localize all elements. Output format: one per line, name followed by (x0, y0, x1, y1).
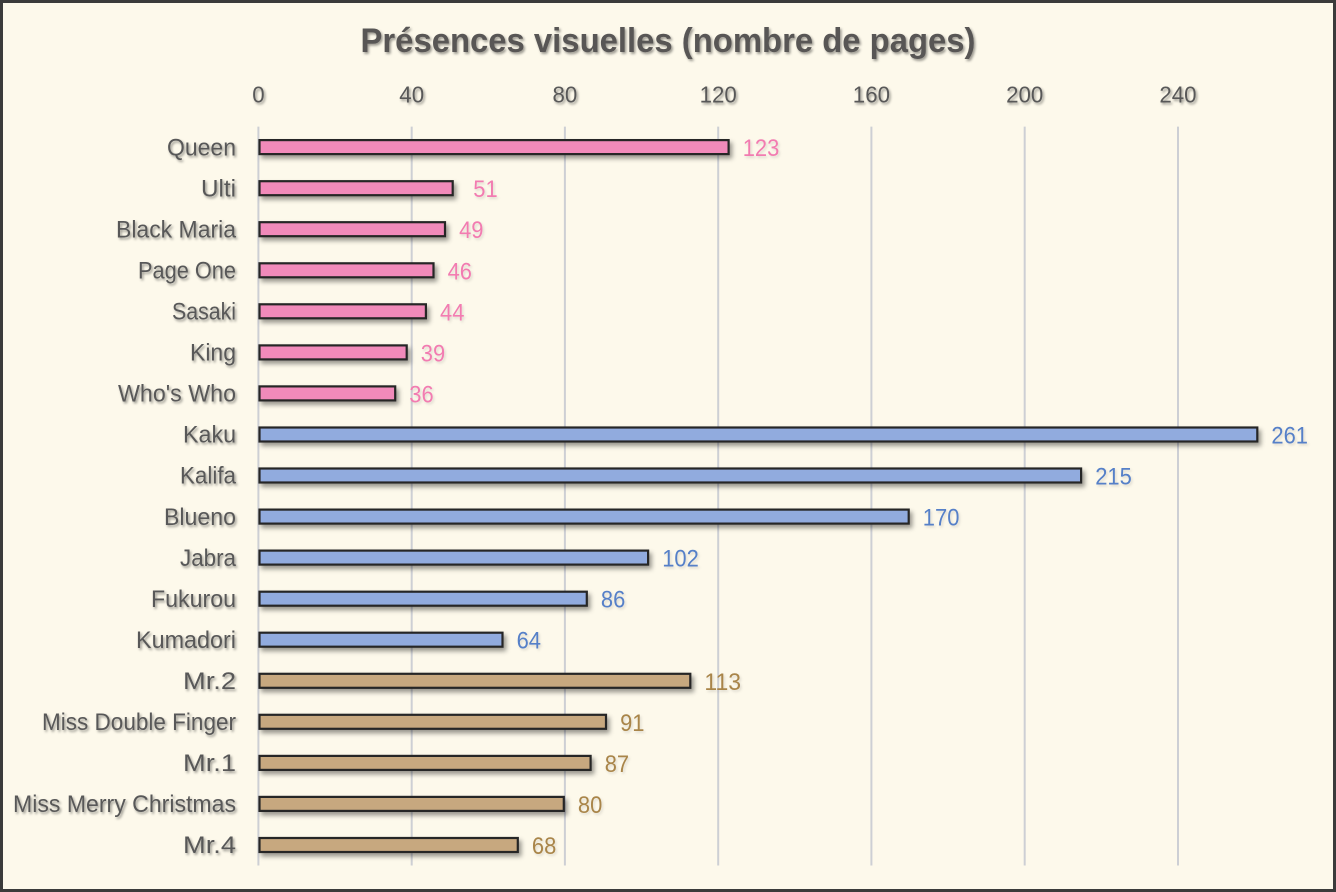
svg-text:Mr.1: Mr.1 (183, 750, 236, 777)
svg-text:Who's Who: Who's Who (118, 381, 236, 408)
svg-text:40: 40 (399, 82, 424, 108)
svg-text:Ulti: Ulti (201, 175, 236, 202)
svg-text:123: 123 (743, 135, 780, 162)
svg-text:Queen: Queen (167, 134, 236, 161)
svg-text:0: 0 (252, 82, 264, 108)
svg-text:113: 113 (704, 669, 741, 696)
svg-text:68: 68 (532, 833, 556, 860)
svg-text:51: 51 (473, 176, 497, 203)
svg-text:46: 46 (448, 258, 472, 285)
svg-text:Miss Merry Christmas: Miss Merry Christmas (13, 791, 236, 818)
svg-text:44: 44 (440, 299, 464, 326)
svg-text:170: 170 (923, 505, 960, 532)
svg-text:160: 160 (853, 82, 890, 108)
svg-text:Fukurou: Fukurou (151, 586, 236, 613)
svg-text:102: 102 (662, 546, 699, 573)
svg-text:Kumadori: Kumadori (136, 627, 236, 654)
svg-text:80: 80 (553, 82, 578, 108)
svg-text:King: King (190, 340, 236, 367)
svg-text:215: 215 (1095, 464, 1132, 491)
svg-text:120: 120 (700, 82, 737, 108)
svg-text:Mr.2: Mr.2 (183, 668, 236, 695)
svg-text:49: 49 (459, 217, 483, 244)
svg-text:Jabra: Jabra (180, 545, 236, 572)
svg-text:87: 87 (605, 751, 629, 778)
svg-text:36: 36 (409, 381, 433, 408)
svg-text:64: 64 (517, 628, 541, 655)
svg-text:Page One: Page One (138, 258, 236, 285)
svg-text:Kalifa: Kalifa (180, 463, 236, 490)
svg-text:240: 240 (1159, 82, 1196, 108)
svg-text:Présences visuelles (nombre de: Présences visuelles (nombre de pages) (361, 22, 976, 60)
svg-text:91: 91 (620, 710, 644, 737)
svg-text:Sasaki: Sasaki (172, 299, 236, 326)
svg-text:261: 261 (1271, 423, 1308, 450)
svg-text:Blueno: Blueno (164, 504, 236, 531)
svg-text:Kaku: Kaku (183, 422, 236, 449)
svg-text:Mr.4: Mr.4 (183, 832, 236, 859)
svg-text:39: 39 (421, 340, 445, 367)
svg-text:200: 200 (1006, 82, 1043, 108)
svg-text:Black Maria: Black Maria (116, 216, 236, 243)
svg-text:Miss Double Finger: Miss Double Finger (42, 709, 236, 736)
svg-text:80: 80 (578, 792, 602, 819)
svg-text:86: 86 (601, 587, 625, 614)
